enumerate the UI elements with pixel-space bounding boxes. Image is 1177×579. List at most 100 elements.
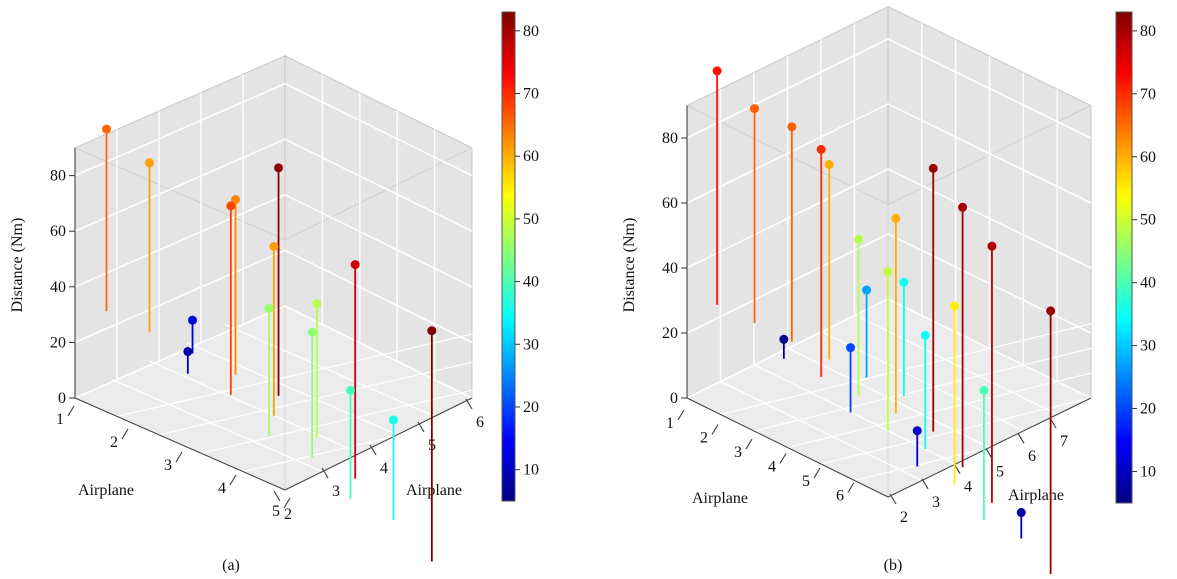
x-tick-mark bbox=[813, 467, 821, 479]
z-gridline bbox=[74, 138, 473, 232]
z-tick-label: 60 bbox=[662, 195, 678, 212]
x-tick-mark bbox=[677, 409, 685, 421]
y-tick-label: 4 bbox=[380, 460, 388, 477]
x-tick-mark bbox=[283, 497, 291, 509]
colorbar bbox=[501, 11, 516, 502]
floor-gridline bbox=[720, 380, 923, 482]
z-tick-label: 0 bbox=[670, 390, 678, 407]
x-tick-label: 5 bbox=[802, 473, 810, 490]
x-tick-mark bbox=[847, 482, 855, 493]
x-tick-mark bbox=[745, 438, 753, 450]
z-gridline bbox=[74, 249, 473, 344]
z-axis-label: Distance (Nm) bbox=[9, 218, 26, 313]
x-axis-label: Airplane bbox=[692, 490, 748, 507]
z-tick-label: 80 bbox=[662, 130, 678, 147]
floor-gridline bbox=[112, 379, 323, 473]
floor-gridline bbox=[753, 331, 1159, 432]
y-tick-label: 3 bbox=[332, 483, 340, 500]
floor-gridline bbox=[158, 342, 557, 436]
x-tick-mark bbox=[229, 474, 237, 486]
stem-marker bbox=[231, 195, 241, 205]
stem-marker bbox=[779, 334, 789, 344]
floor-gridline bbox=[822, 331, 1024, 432]
stem-marker bbox=[824, 160, 834, 170]
y-tick-mark bbox=[321, 467, 329, 479]
floor-gridline bbox=[200, 360, 599, 454]
stem-marker bbox=[269, 242, 279, 252]
z-tick-label: 80 bbox=[50, 168, 66, 185]
stem-marker bbox=[312, 299, 322, 309]
stem-marker bbox=[899, 277, 909, 287]
x-tick-label: 3 bbox=[734, 444, 742, 461]
stem-marker bbox=[1046, 306, 1056, 316]
colorbar-tick-label: 80 bbox=[1140, 23, 1156, 40]
y-axis-line bbox=[887, 397, 1092, 498]
z-gridline bbox=[74, 82, 473, 177]
stem-marker bbox=[950, 301, 960, 311]
colorbar-tick-label: 40 bbox=[523, 274, 539, 291]
y-tick-label: 7 bbox=[1060, 433, 1068, 450]
y-tick-mark bbox=[985, 448, 993, 459]
stem-marker bbox=[226, 201, 236, 211]
y-tick-mark bbox=[921, 478, 929, 490]
x-tick-label: 1 bbox=[666, 415, 674, 432]
z-tick-label: 0 bbox=[58, 390, 66, 407]
stem-marker bbox=[987, 241, 997, 251]
x-tick-label: 2 bbox=[700, 430, 708, 447]
stem-marker bbox=[274, 163, 284, 173]
colorbar-tick-label: 70 bbox=[1140, 86, 1156, 103]
chart-panel-b: 0 20 40 60 80 Distance (Nm) 1 2 3 4 5 6 2 3 4 5 6 7 Airpla… bbox=[621, 5, 1177, 575]
y-tick-label: 6 bbox=[1028, 448, 1036, 465]
colorbar-tick-label: 30 bbox=[1140, 338, 1156, 355]
y-tick-mark bbox=[889, 493, 897, 505]
z-tick-label: 20 bbox=[50, 334, 66, 351]
z-tick-label: 20 bbox=[662, 325, 678, 342]
x-tick-mark bbox=[67, 405, 75, 417]
y-tick-mark bbox=[417, 421, 425, 433]
floor-gridline bbox=[224, 323, 435, 417]
stem-marker bbox=[188, 315, 198, 325]
x-tick-mark bbox=[779, 453, 787, 464]
floor-gridline bbox=[854, 400, 1177, 482]
z-gridline bbox=[74, 305, 473, 399]
x-tick-label: 1 bbox=[56, 411, 64, 428]
colorbar-tick-label: 70 bbox=[523, 86, 539, 103]
stem-marker bbox=[862, 285, 872, 295]
x-tick-label: 4 bbox=[218, 480, 226, 497]
floor-gridline bbox=[754, 364, 956, 465]
y-tick-mark bbox=[369, 444, 377, 456]
y-tick-mark bbox=[1017, 432, 1025, 444]
colorbar-tick-label: 60 bbox=[523, 148, 539, 165]
stem-marker bbox=[427, 326, 437, 336]
stem-marker bbox=[787, 122, 797, 132]
colorbar-tick-label: 40 bbox=[1140, 275, 1156, 292]
floor-gridline bbox=[186, 342, 398, 436]
stem-marker bbox=[846, 343, 856, 353]
stem-marker bbox=[145, 158, 155, 168]
stem-marker bbox=[750, 104, 760, 114]
z-tick-label: 40 bbox=[662, 260, 678, 277]
x-tick-label: 4 bbox=[768, 459, 776, 476]
floor-gridline bbox=[855, 314, 1058, 416]
x-axis-line bbox=[74, 397, 286, 491]
stem-marker bbox=[958, 202, 968, 212]
stem-marker bbox=[350, 260, 360, 270]
colorbar-tick-label: 20 bbox=[523, 399, 539, 416]
colorbar-tick-label: 30 bbox=[523, 336, 539, 353]
stem-marker bbox=[264, 303, 274, 313]
stem-marker bbox=[1016, 508, 1026, 518]
floor-gridline bbox=[149, 360, 361, 454]
colorbar-tick-label: 50 bbox=[523, 211, 539, 228]
x-tick-mark bbox=[711, 424, 719, 435]
stem-marker bbox=[891, 213, 901, 223]
y-axis-label: Airplane bbox=[406, 482, 462, 499]
stem-marker bbox=[920, 330, 930, 340]
x-axis-label: Airplane bbox=[78, 482, 134, 499]
panel-caption: (b) bbox=[884, 557, 903, 574]
panel-caption: (a) bbox=[222, 557, 240, 574]
z-gridline bbox=[74, 193, 473, 288]
z-tick-label: 40 bbox=[50, 279, 66, 296]
stem-marker bbox=[389, 415, 399, 425]
stem-marker bbox=[346, 385, 356, 395]
